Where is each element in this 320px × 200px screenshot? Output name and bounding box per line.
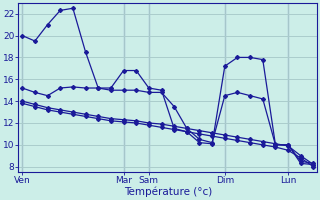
X-axis label: Température (°c): Température (°c) [124, 187, 212, 197]
